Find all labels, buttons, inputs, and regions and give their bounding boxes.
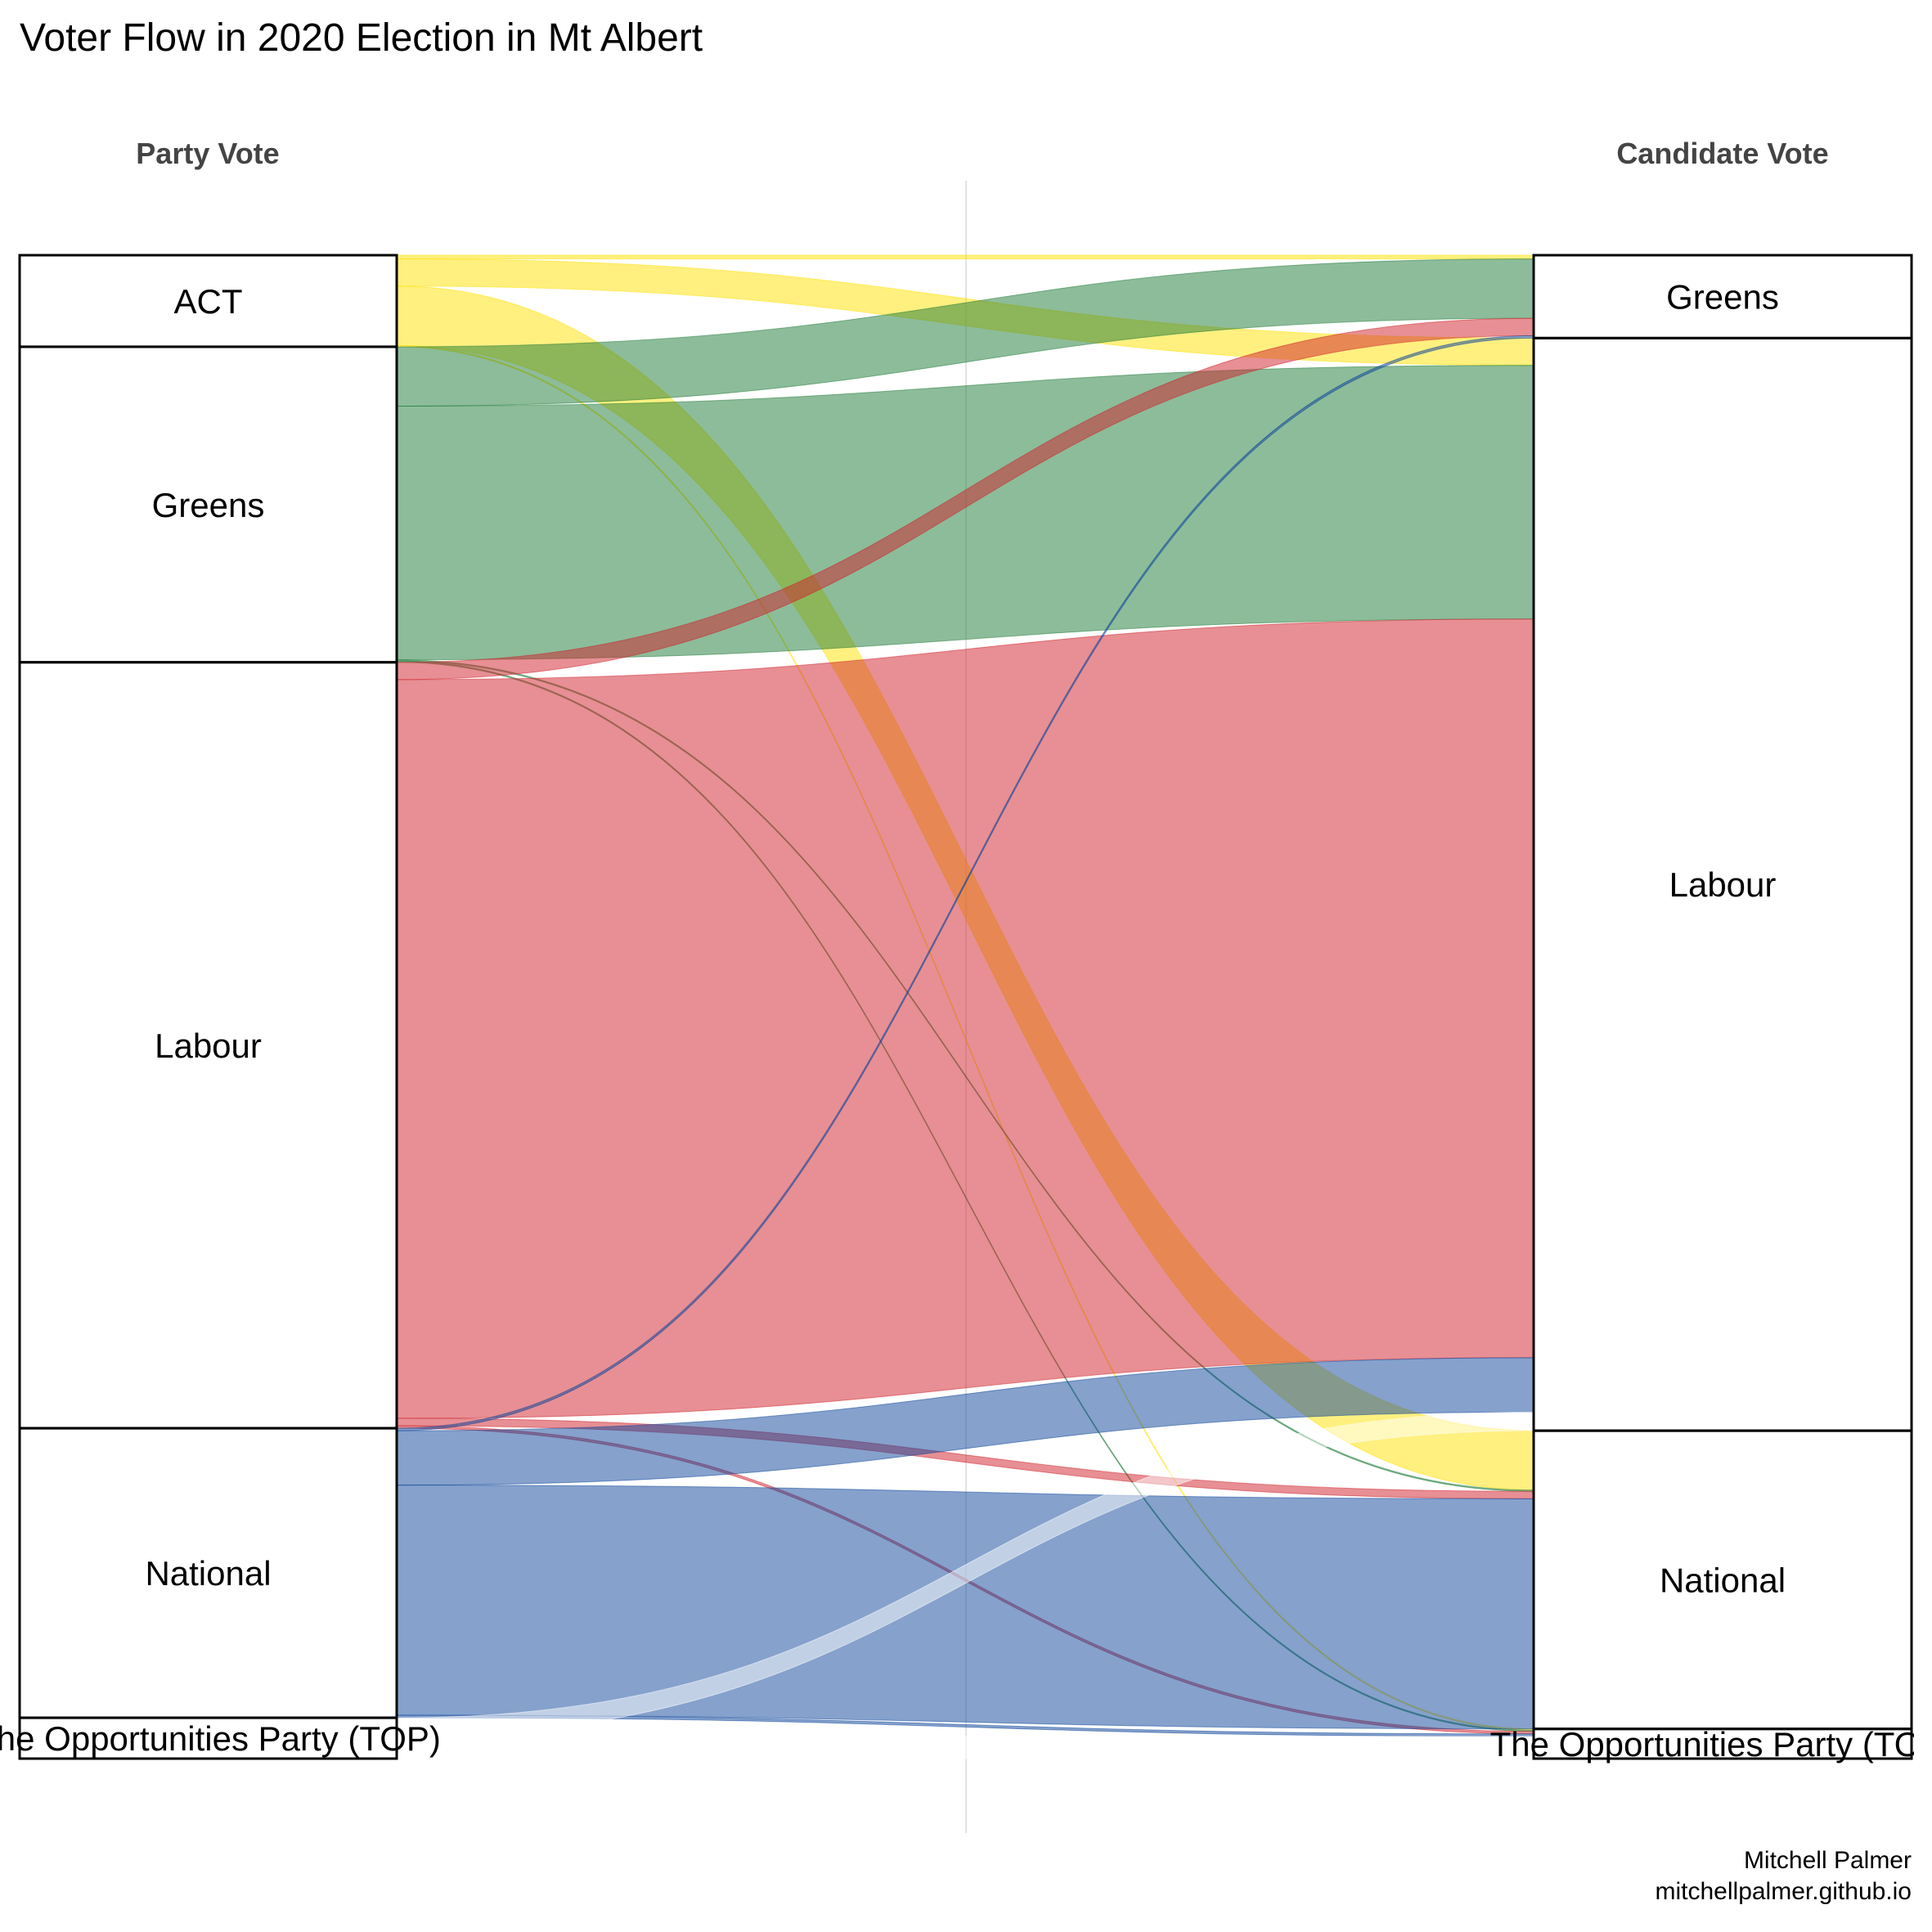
left-stratum-label-labour: Labour — [155, 1027, 262, 1065]
axis-label-candidate-vote: Candidate Vote — [1616, 137, 1828, 170]
flow-top-to-top — [396, 1736, 1534, 1759]
flow-national-to-national — [396, 1485, 1534, 1730]
right-stratum-label-top: The Opportunities Party (TOP) — [1490, 1725, 1932, 1764]
flow-labour-to-labour — [396, 618, 1534, 1419]
left-stratum-label-national: National — [145, 1554, 271, 1593]
credit-site: mitchellpalmer.github.io — [1656, 1878, 1912, 1905]
flows — [396, 254, 1534, 1759]
left-stratum-label-top: The Opportunities Party (TOP) — [0, 1719, 441, 1758]
credit-author: Mitchell Palmer — [1744, 1847, 1912, 1874]
chart-title: Voter Flow in 2020 Election in Mt Albert — [20, 16, 703, 60]
left-stratum-label-greens: Greens — [152, 486, 265, 524]
right-stratum-top — [1532, 1728, 1913, 1760]
axis-label-party-vote: Party Vote — [136, 137, 279, 170]
left-stratum-top — [18, 1716, 398, 1760]
left-stratum-label-act: ACT — [174, 282, 243, 321]
strata: ACT Greens Labour National The Opportunities… — [0, 254, 1932, 1764]
right-stratum-label-national: National — [1660, 1561, 1786, 1599]
right-stratum-label-greens: Greens — [1666, 278, 1779, 317]
flow-act-to-greens — [396, 254, 1534, 260]
right-stratum-label-labour: Labour — [1669, 865, 1777, 904]
flow-greens-to-labour — [396, 365, 1534, 661]
